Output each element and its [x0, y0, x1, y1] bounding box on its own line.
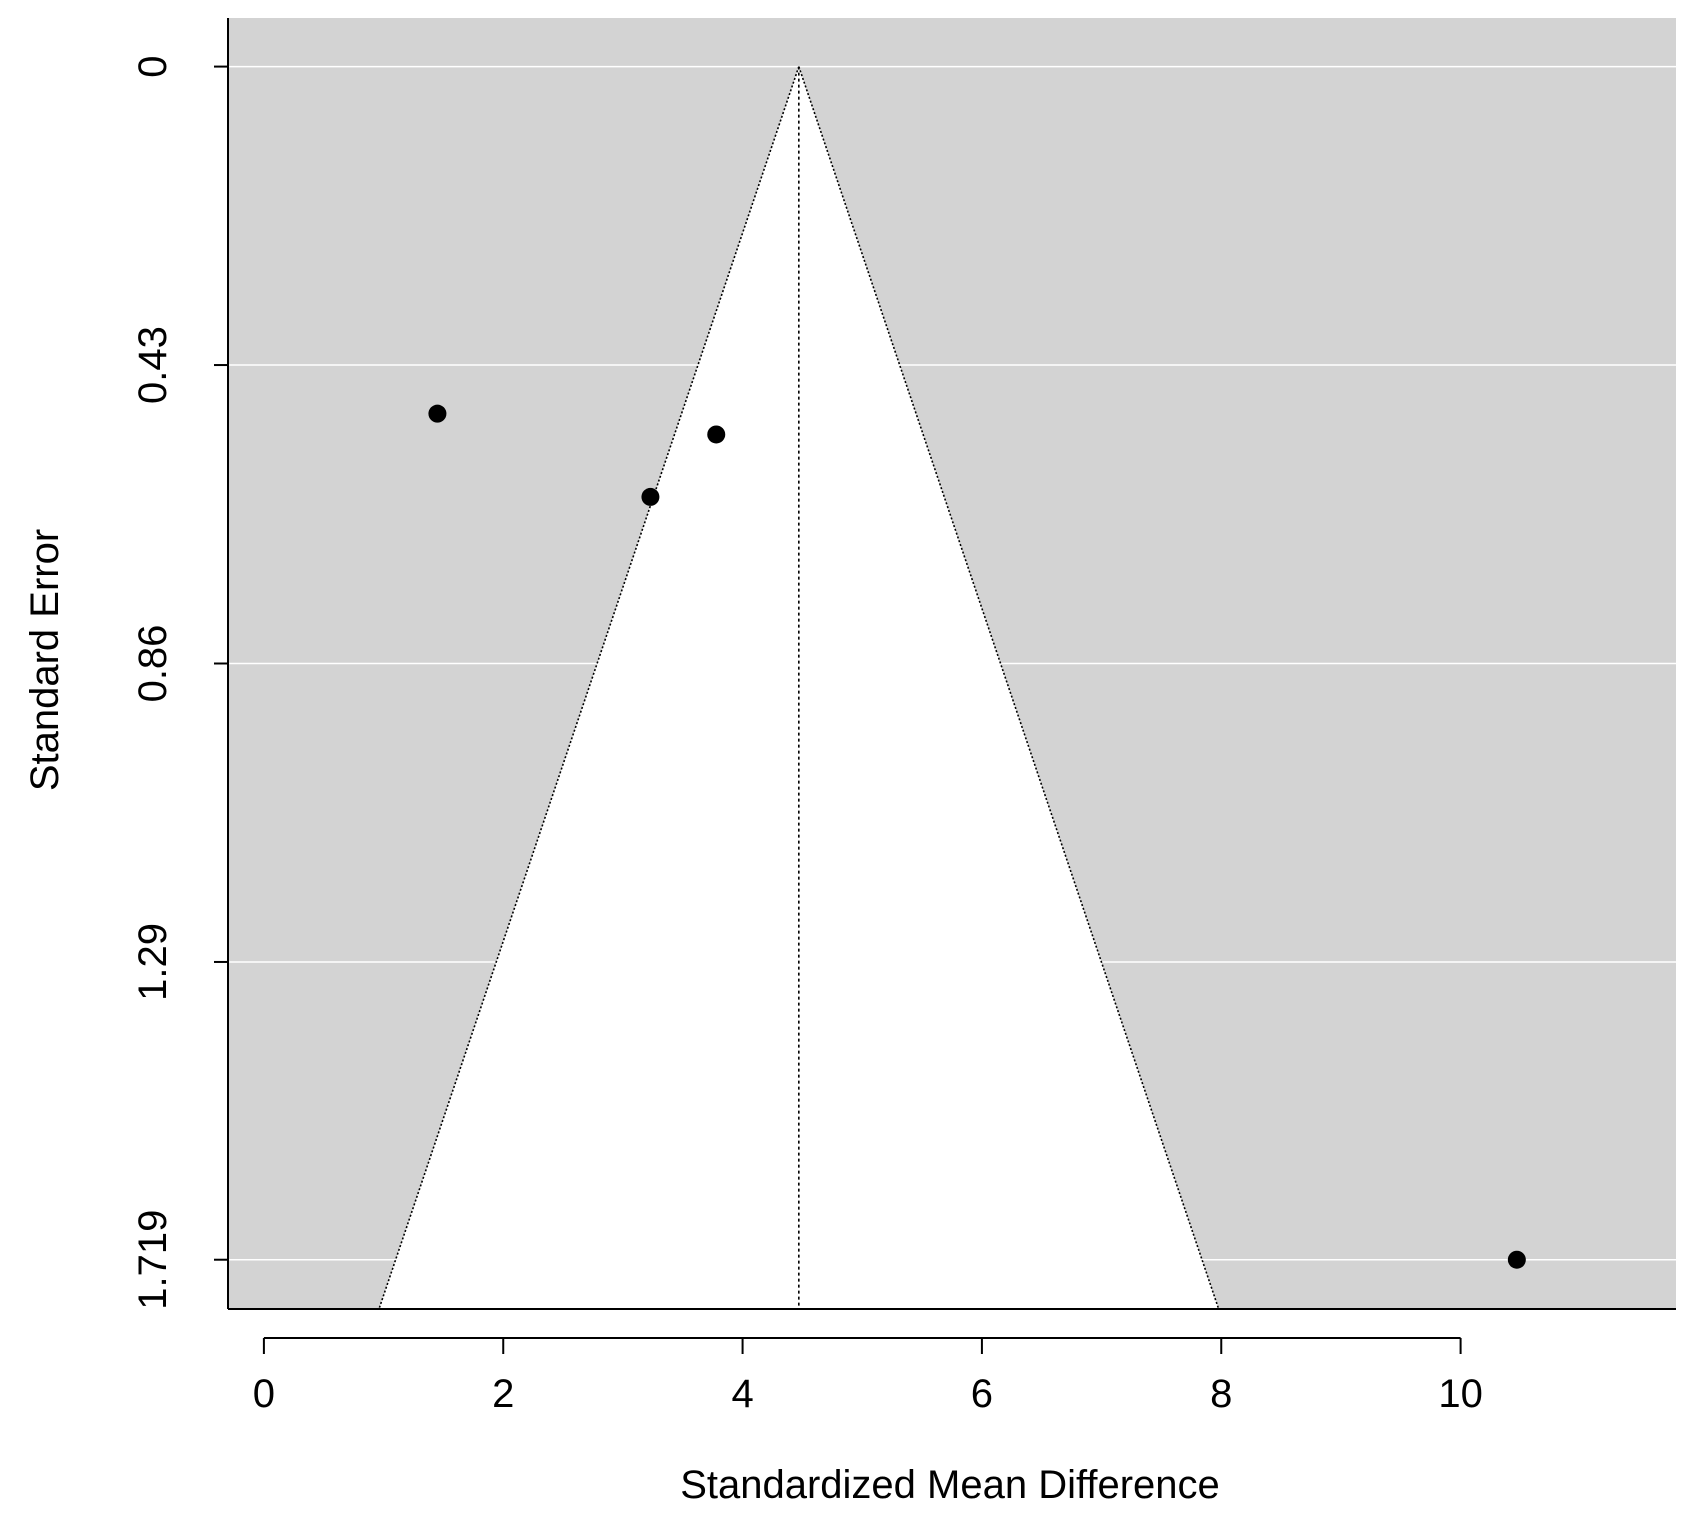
x-tick-label-1: 2	[492, 1372, 514, 1416]
x-axis-title: Standardized Mean Difference	[680, 1463, 1220, 1507]
x-tick-label-2: 4	[731, 1372, 753, 1416]
funnel-region	[378, 66, 1219, 1309]
plot-area	[227, 18, 1676, 1310]
x-tick-label-3: 6	[971, 1372, 993, 1416]
y-tick-label-3: 1.29	[131, 923, 175, 1001]
y-tick-label-1: 0.43	[131, 326, 175, 404]
data-point-2	[707, 425, 726, 444]
data-point-3	[641, 487, 660, 506]
data-point-1	[428, 404, 447, 423]
y-tick-label-0: 0	[131, 55, 175, 77]
x-axis: 0 2 4 6 8 10	[253, 1337, 1483, 1416]
y-tick-label-4: 1.719	[131, 1210, 175, 1310]
x-tick-label-5: 10	[1438, 1372, 1483, 1416]
data-point-4	[1507, 1250, 1526, 1269]
y-axis: 0 0.43 0.86 1.29 1.719	[131, 55, 228, 1310]
funnel-left-boundary	[378, 66, 800, 1309]
x-tick-label-0: 0	[253, 1372, 275, 1416]
x-tick-label-4: 8	[1210, 1372, 1232, 1416]
y-axis-title: Standard Error	[23, 529, 67, 791]
funnel-right-boundary	[798, 66, 1220, 1309]
y-tick-label-2: 0.86	[131, 625, 175, 703]
